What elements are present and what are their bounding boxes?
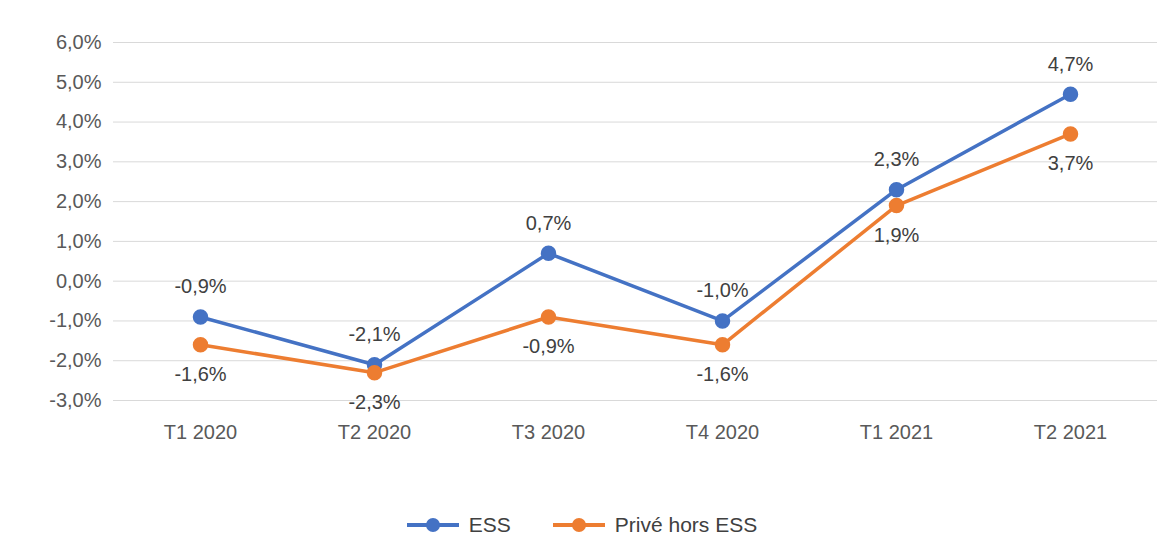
svg-text:T3 2020: T3 2020 xyxy=(512,421,585,443)
svg-text:1,9%: 1,9% xyxy=(874,224,920,246)
svg-text:-1,0%: -1,0% xyxy=(696,279,748,301)
svg-text:-1,6%: -1,6% xyxy=(174,363,226,385)
svg-text:-2,3%: -2,3% xyxy=(348,391,400,413)
svg-text:T2 2021: T2 2021 xyxy=(1034,421,1107,443)
svg-text:6,0%: 6,0% xyxy=(56,31,102,53)
svg-text:T2 2020: T2 2020 xyxy=(338,421,411,443)
svg-text:-0,9%: -0,9% xyxy=(174,275,226,297)
svg-text:-3,0%: -3,0% xyxy=(49,389,101,411)
svg-text:-1,0%: -1,0% xyxy=(49,309,101,331)
svg-text:2,3%: 2,3% xyxy=(874,148,920,170)
html-text:ESS: ESS xyxy=(468,513,511,536)
svg-text:4,7%: 4,7% xyxy=(1048,53,1094,75)
svg-text:T4 2020: T4 2020 xyxy=(686,421,759,443)
svg-text:3,0%: 3,0% xyxy=(56,150,102,172)
svg-text:3,7%: 3,7% xyxy=(1048,152,1094,174)
svg-text:T1 2021: T1 2021 xyxy=(860,421,933,443)
svg-text:0,7%: 0,7% xyxy=(526,212,572,234)
svg-text:T1 2020: T1 2020 xyxy=(164,421,237,443)
svg-text:4,0%: 4,0% xyxy=(56,110,102,132)
html-text:Privé hors ESS: Privé hors ESS xyxy=(614,513,758,536)
svg-text:5,0%: 5,0% xyxy=(56,71,102,93)
svg-text:-2,0%: -2,0% xyxy=(49,349,101,371)
svg-text:-2,1%: -2,1% xyxy=(348,323,400,345)
svg-text:-0,9%: -0,9% xyxy=(522,335,574,357)
svg-text:2,0%: 2,0% xyxy=(56,190,102,212)
svg-text:-1,6%: -1,6% xyxy=(696,363,748,385)
svg-text:1,0%: 1,0% xyxy=(56,230,102,252)
svg-text:0,0%: 0,0% xyxy=(56,270,102,292)
